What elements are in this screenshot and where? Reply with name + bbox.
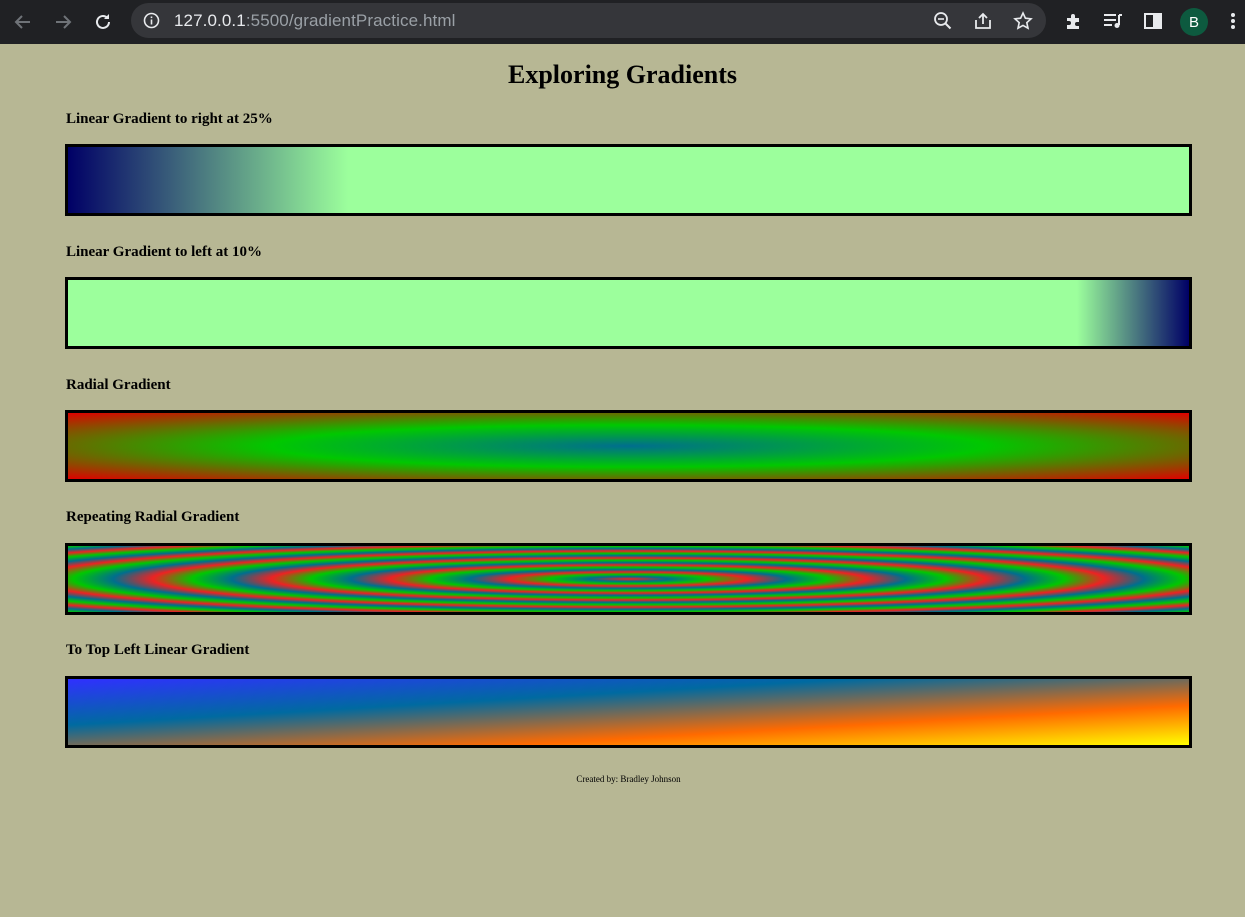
share-icon[interactable] <box>972 10 994 32</box>
page-title: Exploring Gradients <box>508 60 737 89</box>
zoom-icon[interactable] <box>932 10 954 32</box>
section-label-linear-left: Linear Gradient to left at 10% <box>66 244 262 260</box>
url-host: 127.0.0.1 <box>174 11 246 30</box>
media-icon[interactable] <box>1101 9 1125 33</box>
section-label-radial: Radial Gradient <box>66 377 171 393</box>
profile-initial: B <box>1188 13 1199 31</box>
footer-credit: Created by: Bradley Johnson <box>576 774 681 784</box>
side-panel-icon[interactable] <box>1141 9 1165 33</box>
forward-arrow-icon[interactable] <box>49 8 77 36</box>
back-arrow-icon[interactable] <box>9 8 37 36</box>
info-icon[interactable] <box>143 12 160 29</box>
radial-gradient-box <box>65 410 1192 482</box>
top-left-linear-gradient-box <box>65 676 1192 748</box>
browser-toolbar: 127.0.0.1:5500/gradientPractice.html B <box>0 0 1245 44</box>
repeating-radial-gradient-box <box>65 543 1192 615</box>
menu-icon[interactable] <box>1221 9 1245 33</box>
url-text[interactable]: 127.0.0.1:5500/gradientPractice.html <box>174 11 455 31</box>
address-bar[interactable]: 127.0.0.1:5500/gradientPractice.html <box>131 3 1046 38</box>
section-label-top-left-linear: To Top Left Linear Gradient <box>66 642 250 658</box>
section-label-repeating-radial: Repeating Radial Gradient <box>66 509 240 525</box>
profile-avatar[interactable]: B <box>1180 8 1208 36</box>
reload-icon[interactable] <box>89 8 117 36</box>
linear-gradient-right-box <box>65 144 1192 216</box>
linear-gradient-left-box <box>65 277 1192 349</box>
section-label-linear-right: Linear Gradient to right at 25% <box>66 111 273 127</box>
url-path: :5500/gradientPractice.html <box>245 11 456 30</box>
extensions-icon[interactable] <box>1062 9 1086 33</box>
star-icon[interactable] <box>1012 10 1034 32</box>
